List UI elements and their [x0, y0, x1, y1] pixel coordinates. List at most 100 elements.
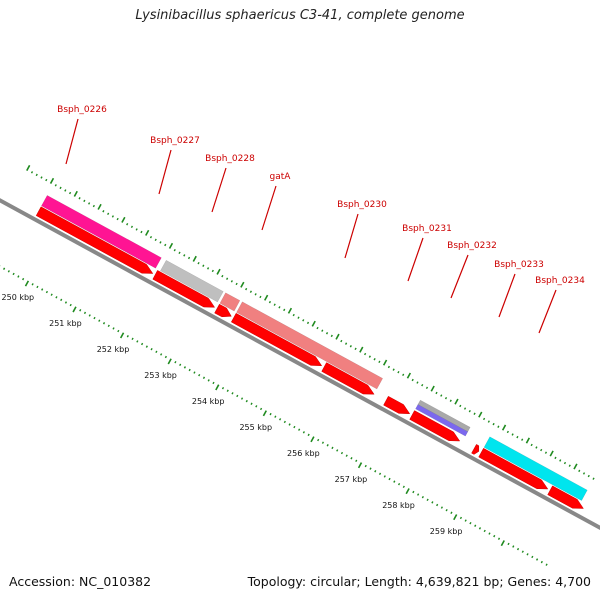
- tick-mark: [511, 433, 514, 436]
- kbp-label: 257 kbp: [335, 475, 368, 484]
- tick-mark: [245, 287, 248, 291]
- tick-mark: [254, 293, 257, 296]
- scale-tick: [321, 441, 325, 444]
- scale-tick: [269, 412, 272, 416]
- tick-mark: [554, 456, 557, 460]
- scale-tick: [388, 477, 391, 481]
- gene-label: Bsph_0233: [494, 260, 544, 270]
- scale-tick: [119, 332, 125, 339]
- scale-tick: [141, 342, 144, 346]
- tick-mark: [59, 186, 62, 190]
- scale-tick: [12, 272, 15, 276]
- gene-label: gatA: [270, 172, 292, 182]
- scale-tick: [250, 402, 253, 405]
- scale-tick: [41, 288, 44, 291]
- scale-tick: [240, 397, 244, 400]
- tick-mark: [126, 223, 129, 226]
- tick-mark: [430, 385, 435, 392]
- scale-tick: [69, 303, 72, 307]
- tick-mark: [449, 399, 452, 402]
- scale-tick: [478, 527, 482, 530]
- scale-tick: [493, 534, 496, 538]
- accession-text: Accession: NC_010382: [9, 574, 152, 589]
- kbp-label: 259 kbp: [430, 527, 463, 536]
- scale-tick: [212, 381, 215, 385]
- tick-mark: [130, 225, 134, 229]
- tick-mark: [387, 365, 390, 369]
- scale-tick: [126, 335, 129, 338]
- scale-tick: [202, 376, 206, 379]
- tick-mark: [64, 189, 67, 192]
- tick-mark: [302, 319, 305, 322]
- tick-mark: [121, 216, 126, 223]
- tick-mark: [397, 370, 400, 374]
- tick-mark: [392, 368, 395, 371]
- tick-mark: [49, 177, 55, 184]
- scale-tick: [215, 384, 220, 391]
- tick-mark: [107, 212, 110, 216]
- tick-mark: [530, 443, 533, 447]
- tick-mark: [73, 190, 78, 197]
- tick-mark: [183, 254, 186, 257]
- tick-mark: [563, 461, 567, 465]
- scale-tick: [167, 358, 172, 365]
- tick-mark: [30, 171, 34, 174]
- tick-mark: [506, 430, 509, 434]
- tick-mark: [173, 248, 176, 252]
- scale-tick: [88, 314, 91, 317]
- tick-mark: [206, 267, 210, 270]
- genome-summary-text: Topology: circular; Length: 4,639,821 bp…: [247, 574, 591, 589]
- kbp-label: 251 kbp: [49, 319, 82, 328]
- gene-label: Bsph_0226: [57, 105, 107, 115]
- tick-mark: [68, 191, 72, 195]
- scale-tick: [55, 296, 58, 299]
- cds-arrow: [478, 447, 549, 490]
- scale-tick: [160, 353, 163, 356]
- kbp-label: 255 kbp: [239, 423, 272, 432]
- scale-tick: [231, 392, 234, 395]
- leader-line: [450, 254, 469, 299]
- tick-mark: [497, 425, 500, 428]
- tick-mark: [292, 313, 295, 317]
- tick-mark: [535, 446, 538, 449]
- tick-mark: [311, 320, 316, 327]
- tick-mark: [463, 407, 467, 410]
- tick-mark: [459, 404, 462, 408]
- tick-mark: [45, 178, 48, 182]
- tick-mark: [549, 450, 554, 457]
- kbp-label: 258 kbp: [382, 501, 415, 510]
- gene-label: Bsph_0228: [205, 154, 255, 164]
- tick-mark: [592, 477, 595, 480]
- gene-label: Bsph_0232: [447, 241, 497, 251]
- cds-arrow: [383, 395, 411, 414]
- scale-tick: [274, 415, 277, 418]
- tick-mark: [140, 230, 143, 234]
- tick-mark: [478, 411, 483, 418]
- scale-tick: [307, 433, 310, 437]
- scale-tick: [469, 521, 472, 525]
- scale-tick: [302, 431, 305, 434]
- cds-arrow: [214, 303, 232, 318]
- tick-mark: [83, 199, 86, 203]
- scale-tick: [497, 537, 501, 540]
- scale-tick: [412, 490, 415, 494]
- cds-arrow: [409, 410, 461, 442]
- scale-tick: [83, 311, 87, 315]
- scale-tick: [417, 493, 420, 496]
- scale-tick: [540, 560, 543, 564]
- scale-tick: [336, 449, 339, 452]
- tick-mark: [78, 197, 81, 200]
- tick-mark: [221, 274, 224, 278]
- tick-mark: [440, 394, 443, 397]
- gene-bar: [41, 195, 162, 269]
- tick-mark: [330, 334, 333, 338]
- scale-tick: [393, 480, 396, 483]
- scale-tick: [226, 389, 229, 392]
- scale-tick: [326, 444, 329, 447]
- scale-tick: [288, 423, 291, 426]
- tick-mark: [135, 228, 138, 231]
- tick-mark: [145, 229, 150, 236]
- scale-tick: [259, 407, 263, 411]
- tick-mark: [226, 277, 229, 280]
- tick-mark: [230, 280, 233, 283]
